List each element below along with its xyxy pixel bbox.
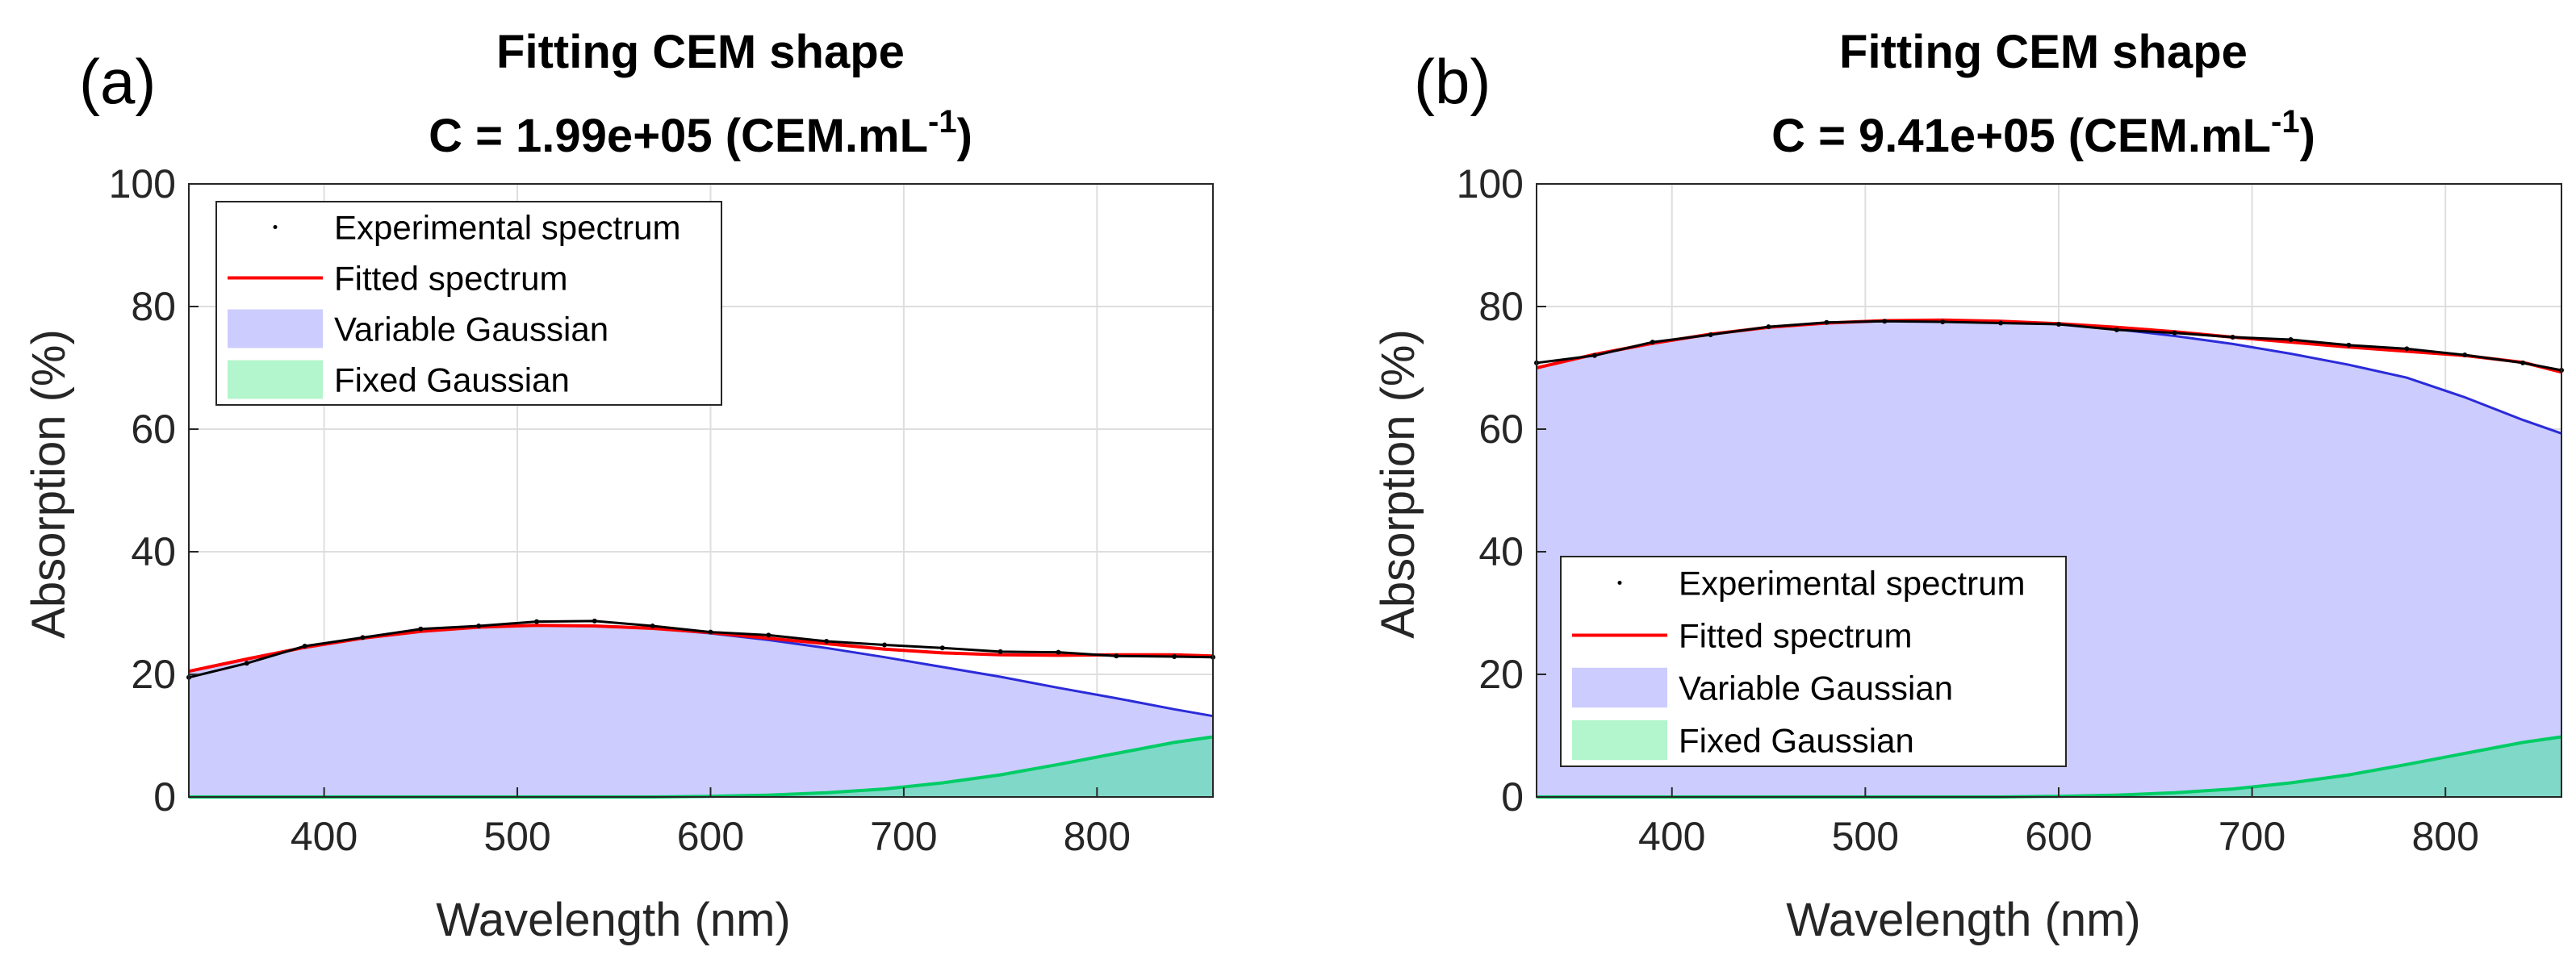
experimental-point: [939, 645, 945, 651]
experimental-point: [2346, 342, 2352, 348]
legend-label: Fixed Gaussian: [1679, 722, 1914, 760]
legend-label: Fitted spectrum: [334, 260, 567, 298]
legend-key-variable: [228, 309, 323, 348]
experimental-point: [1650, 340, 1655, 345]
experimental-point: [650, 624, 655, 628]
experimental-point: [1114, 653, 1119, 659]
legend-a: Experimental spectrum Fitted spectrum Vari…: [215, 201, 722, 406]
x-tick-label: 400: [1638, 814, 1705, 859]
legend-key-fixed: [1572, 720, 1667, 761]
chart-title-a: Fitting CEM shape: [496, 26, 905, 78]
experimental-point: [1882, 319, 1888, 324]
legend-label: Fixed Gaussian: [334, 361, 570, 399]
y-tick-label: 60: [131, 407, 176, 452]
y-axis-label-a: Absorption (%): [23, 329, 75, 639]
legend-label: Experimental spectrum: [334, 209, 681, 247]
legend-key-experimental: [273, 225, 278, 229]
experimental-point: [2114, 327, 2119, 332]
y-tick-label: 0: [153, 774, 176, 820]
legend-key-fixed: [228, 360, 323, 399]
axes-box-b: [1536, 183, 2562, 798]
experimental-point: [476, 624, 482, 628]
experimental-point: [1591, 353, 1597, 358]
legend-label: Experimental spectrum: [1679, 565, 2026, 603]
experimental-point: [1056, 649, 1061, 655]
experimental-point: [1766, 324, 1771, 330]
experimental-point: [882, 642, 887, 648]
ticks-a: 400 500 600 700 800 0 20 40 60 80 100: [109, 161, 1131, 859]
experimental-point: [1940, 319, 1946, 324]
y-tick-label: 80: [131, 284, 176, 329]
x-tick-label: 800: [2412, 814, 2479, 859]
experimental-point: [418, 626, 424, 632]
chart-title-b: Fitting CEM shape: [1839, 26, 2248, 78]
experimental-point: [2404, 346, 2410, 352]
experimental-point: [592, 618, 597, 624]
panel-label-b: (b): [1414, 46, 1491, 117]
x-tick-label: 500: [483, 814, 550, 859]
y-tick-label: 60: [1478, 407, 1524, 452]
experimental-point: [2056, 322, 2061, 327]
chart-subtitle-b: C = 9.41e+05 (CEM.mL-1): [1771, 104, 2315, 162]
x-tick-label: 600: [677, 814, 744, 859]
experimental-point: [708, 629, 713, 635]
legend-key-variable: [1572, 667, 1667, 708]
experimental-point: [244, 661, 249, 666]
ticks-b: 400 500 600 700 800 0 20 40 60 80 100: [1457, 161, 2479, 859]
x-tick-label: 700: [870, 814, 937, 859]
x-axis-label-a: Wavelength (nm): [436, 894, 790, 946]
legend-b: Experimental spectrum Fitted spectrum Vari…: [1560, 556, 2067, 767]
y-tick-label: 20: [1478, 652, 1524, 697]
axes-box-a: [188, 183, 1214, 798]
experimental-point: [1998, 320, 2004, 326]
y-axis-label-b: Absorption (%): [1372, 329, 1424, 639]
x-tick-label: 700: [2218, 814, 2285, 859]
experimental-point: [2172, 330, 2177, 336]
variable-gaussian-area-a: [189, 625, 1213, 797]
legend-key-experimental: [1617, 581, 1622, 585]
y-tick-label: 40: [1478, 529, 1524, 574]
experimental-point: [360, 635, 366, 640]
experimental-point: [2288, 337, 2294, 342]
y-tick-label: 40: [131, 529, 176, 574]
plot-area-b: 400 500 600 700 800 0 20 40 60 80 100 Experimental …: [1457, 161, 2564, 859]
experimental-point: [2520, 360, 2526, 365]
y-tick-label: 0: [1501, 774, 1524, 820]
legend-label: Variable Gaussian: [334, 311, 608, 348]
experimental-point: [2230, 335, 2235, 340]
experimental-point: [997, 649, 1003, 654]
experimental-points-b: [1534, 319, 2564, 373]
y-tick-label: 100: [1457, 161, 1524, 206]
chart-subtitle-a: C = 1.99e+05 (CEM.mL-1): [429, 104, 972, 162]
y-tick-label: 20: [131, 652, 176, 697]
experimental-point: [766, 632, 772, 638]
experimental-point: [824, 639, 830, 644]
x-tick-label: 400: [291, 814, 358, 859]
experimental-point: [534, 619, 539, 624]
x-tick-label: 600: [2025, 814, 2092, 859]
x-tick-label: 500: [1832, 814, 1899, 859]
panel-label-a: (a): [79, 46, 156, 117]
panel-b: (b) Fitting CEM shape C = 9.41e+05 (CEM.…: [1372, 26, 2564, 946]
experimental-point: [1708, 332, 1713, 337]
legend-label: Variable Gaussian: [1679, 670, 1953, 707]
y-tick-label: 100: [109, 161, 176, 206]
plot-area-a: 400 500 600 700 800 0 20 40 60 80 100 Experimental …: [109, 161, 1215, 859]
x-tick-label: 800: [1064, 814, 1131, 859]
legend-label: Fitted spectrum: [1679, 617, 1912, 655]
experimental-point: [2462, 353, 2468, 357]
y-tick-label: 80: [1478, 284, 1524, 329]
experimental-point: [302, 644, 307, 649]
experimental-point: [1824, 319, 1830, 325]
x-axis-label-b: Wavelength (nm): [1786, 894, 2140, 946]
experimental-point: [1172, 654, 1177, 659]
panel-a: (a) Fitting CEM shape C = 1.99e+05 (CEM.…: [23, 26, 1215, 946]
